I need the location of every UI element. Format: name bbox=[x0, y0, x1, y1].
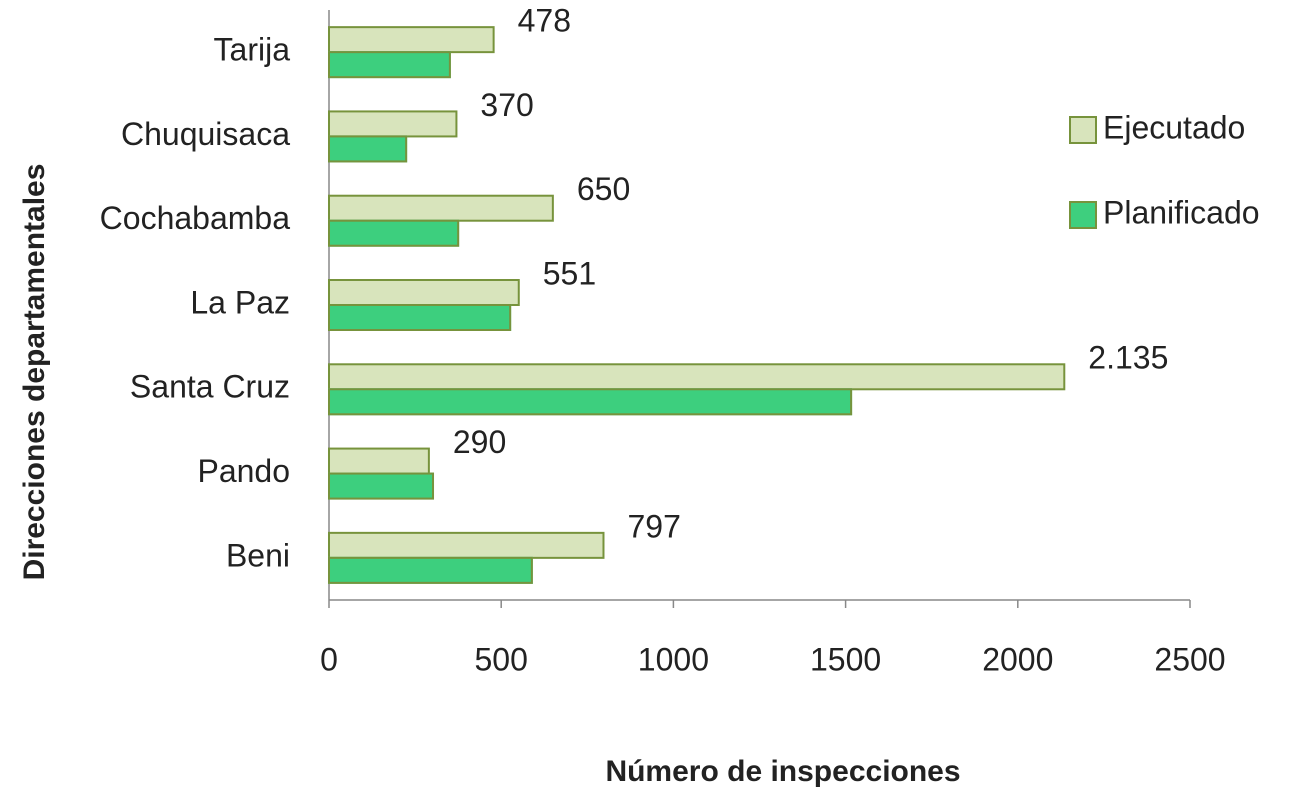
bar bbox=[328, 194, 554, 222]
data-label: 650 bbox=[577, 171, 630, 207]
y-axis-title: Direcciones departamentales bbox=[18, 164, 51, 581]
data-label: 551 bbox=[543, 255, 596, 291]
data-label: 290 bbox=[453, 424, 506, 460]
y-tick-label: Beni bbox=[226, 537, 290, 573]
bar bbox=[328, 447, 430, 475]
x-tick-label: 500 bbox=[475, 641, 528, 677]
bar bbox=[328, 135, 408, 163]
y-tick-label: Tarija bbox=[214, 32, 291, 68]
legend-swatch bbox=[1069, 201, 1097, 229]
legend-label: Ejecutado bbox=[1103, 109, 1245, 145]
bar bbox=[328, 26, 495, 54]
y-tick-label: Chuquisaca bbox=[121, 116, 290, 152]
x-tick-label: 0 bbox=[320, 641, 338, 677]
data-label: 797 bbox=[627, 508, 680, 544]
legend-label: Planificado bbox=[1103, 194, 1260, 230]
x-tick-label: 2500 bbox=[1154, 641, 1225, 677]
x-axis-title: Número de inspecciones bbox=[605, 755, 960, 788]
bar bbox=[328, 556, 533, 584]
x-tick-label: 1500 bbox=[810, 641, 881, 677]
bar bbox=[328, 363, 1066, 391]
y-tick-label: Santa Cruz bbox=[130, 369, 290, 405]
legend-swatch bbox=[1069, 116, 1097, 144]
bar bbox=[328, 219, 460, 247]
bar bbox=[328, 304, 512, 331]
y-tick-label: Pando bbox=[197, 453, 290, 489]
data-label: 2.135 bbox=[1088, 340, 1168, 376]
x-tick-label: 2000 bbox=[982, 641, 1053, 677]
x-tick-label: 1000 bbox=[638, 641, 709, 677]
bar bbox=[328, 472, 435, 500]
data-label: 370 bbox=[480, 87, 533, 123]
data-label: 478 bbox=[518, 3, 571, 39]
y-tick-label: Cochabamba bbox=[100, 200, 291, 236]
bar bbox=[328, 531, 605, 559]
y-tick-label: La Paz bbox=[190, 284, 290, 320]
bar bbox=[328, 110, 458, 138]
bar bbox=[328, 388, 853, 416]
bar bbox=[328, 279, 520, 306]
bar bbox=[328, 51, 451, 79]
